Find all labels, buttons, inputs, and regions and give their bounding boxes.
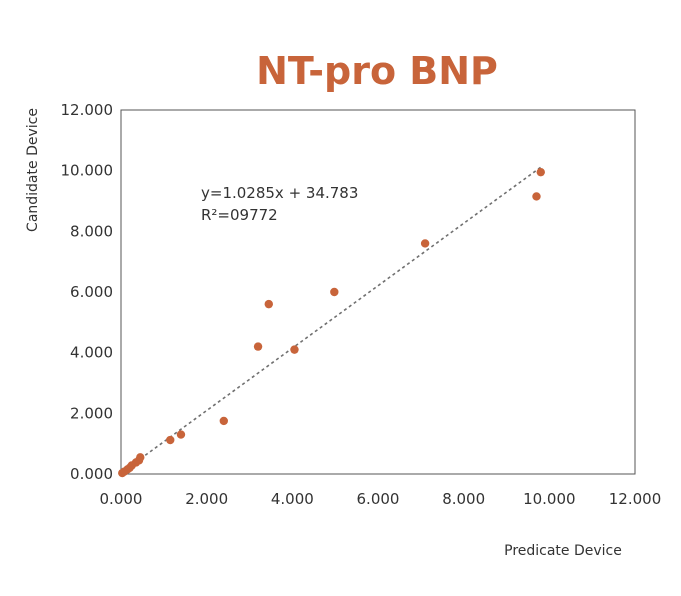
x-tick-label: 8.000 — [442, 490, 485, 508]
data-point — [420, 239, 430, 248]
data-point — [136, 453, 145, 462]
y-tick-labels: 0.000 2.000 4.000 6.000 8.000 10.000 12.000 — [61, 101, 114, 483]
r-squared-label: R²=09772 — [201, 206, 278, 224]
y-tick-label: 4.000 — [70, 344, 113, 362]
y-tick-label: 2.000 — [70, 404, 113, 422]
x-tick-label: 6.000 — [357, 490, 400, 508]
data-point — [219, 416, 228, 426]
x-tick-label: 2.000 — [185, 490, 228, 508]
y-tick-label: 8.000 — [70, 222, 113, 240]
data-point — [253, 342, 263, 351]
data-point — [290, 345, 299, 354]
data-point — [330, 287, 339, 297]
y-tick-label: 6.000 — [70, 283, 113, 301]
plot-frame — [120, 109, 636, 475]
x-tick-label: 12.000 — [609, 490, 662, 508]
data-point — [532, 192, 541, 201]
data-point — [264, 299, 273, 309]
trendline-equation: y=1.0285x + 34.783 — [201, 184, 358, 202]
y-axis-label: Candidate Device — [25, 108, 41, 232]
x-tick-label: 0.000 — [100, 490, 143, 508]
y-tick-label: 12.000 — [61, 101, 114, 119]
chart-title: NT-pro BNP — [256, 49, 498, 93]
x-axis-label: Predicate Device — [504, 543, 622, 559]
y-tick-label: 0.000 — [70, 465, 113, 483]
x-tick-label: 10.000 — [523, 490, 576, 508]
x-tick-labels: 0.000 2.000 4.000 6.000 8.000 10.000 12.000 — [100, 490, 662, 508]
trendline — [120, 166, 542, 474]
data-point — [166, 435, 175, 445]
x-tick-label: 4.000 — [271, 490, 314, 508]
data-point — [536, 167, 545, 177]
data-point — [176, 430, 186, 439]
data-points — [118, 167, 545, 478]
y-tick-label: 10.000 — [61, 162, 114, 180]
